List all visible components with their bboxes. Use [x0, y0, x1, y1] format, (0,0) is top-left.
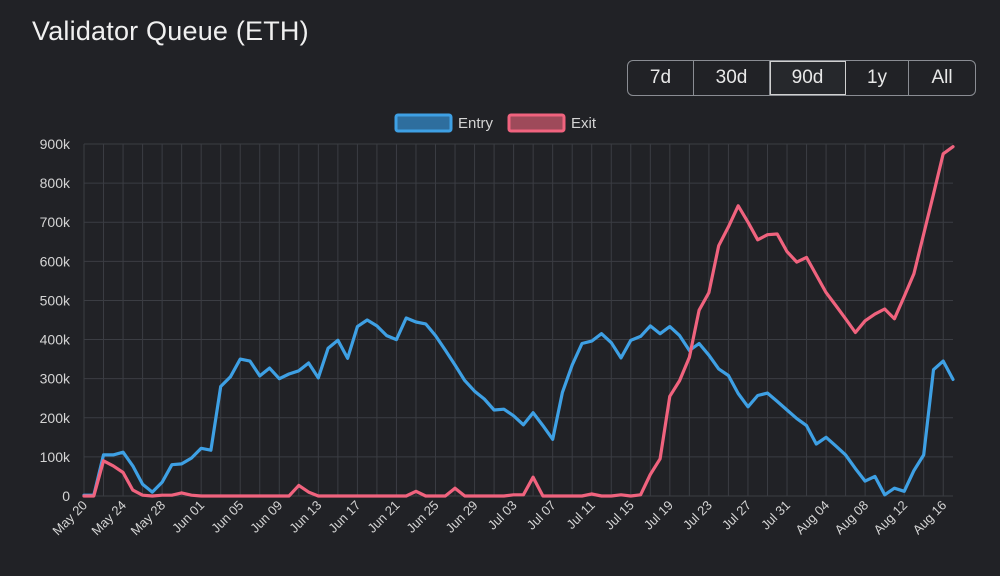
x-tick-label: Jun 01	[169, 498, 207, 536]
range-30d-button[interactable]: 30d	[694, 61, 770, 95]
x-tick-label: Jul 31	[758, 498, 793, 533]
y-tick-label: 200k	[40, 410, 71, 426]
x-tick-label: May 28	[127, 498, 168, 539]
legend-swatch-exit	[507, 113, 566, 133]
legend-label-exit: Exit	[571, 115, 597, 132]
x-tick-label: Jul 23	[680, 498, 715, 533]
range-all-button[interactable]: All	[931, 67, 953, 88]
series-line-entry	[82, 316, 955, 497]
x-tick-label: Jun 13	[286, 498, 324, 536]
x-tick-label: Jul 03	[485, 498, 520, 533]
y-tick-label: 300k	[40, 371, 71, 387]
x-tick-label: Jun 09	[247, 498, 285, 536]
x-tick-label: Jun 05	[208, 498, 246, 536]
x-tick-label: Jul 27	[719, 498, 754, 533]
y-tick-label: 900k	[40, 136, 71, 152]
x-tick-label: Aug 16	[910, 498, 950, 538]
y-tick-label: 800k	[40, 175, 71, 191]
x-tick-label: Aug 12	[871, 498, 911, 538]
x-tick-label: Aug 04	[792, 498, 832, 538]
range-7d-button[interactable]: 7d	[628, 61, 694, 95]
range-1y-button[interactable]: 1y	[846, 61, 909, 95]
y-tick-label: 500k	[40, 292, 71, 308]
range-90d-button[interactable]: 90d	[770, 61, 846, 95]
page-title: Validator Queue (ETH)	[32, 16, 309, 46]
chart-grid	[83, 143, 953, 497]
x-tick-label: Jun 21	[364, 498, 402, 536]
x-tick-label: May 24	[88, 498, 129, 539]
legend-label-entry: Entry	[458, 115, 494, 132]
chart-lines	[82, 145, 955, 498]
chart-legend: Entry Exit	[394, 113, 597, 133]
y-tick-label: 0	[62, 488, 70, 504]
x-tick-label: Jul 15	[602, 498, 637, 533]
y-tick-label: 100k	[40, 449, 71, 465]
y-tick-label: 700k	[40, 214, 71, 230]
x-tick-label: Jun 29	[442, 498, 480, 536]
x-tick-label: Jun 25	[403, 498, 441, 536]
y-tick-label: 400k	[40, 332, 71, 348]
x-tick-label: Jul 11	[563, 498, 597, 532]
x-tick-label: Jul 07	[524, 498, 559, 533]
series-line-exit	[82, 145, 955, 498]
y-axis: 0 100k 200k 300k 400k 500k 600k 700k 800k 900k	[40, 136, 71, 504]
legend-swatch-entry	[394, 113, 453, 133]
x-tick-label: Jul 19	[641, 498, 676, 533]
x-tick-label: Jun 17	[325, 498, 363, 536]
x-tick-label: Aug 08	[832, 498, 872, 538]
time-range-selector: 7d 30d 90d 1y All	[627, 60, 976, 96]
y-tick-label: 600k	[40, 253, 71, 269]
